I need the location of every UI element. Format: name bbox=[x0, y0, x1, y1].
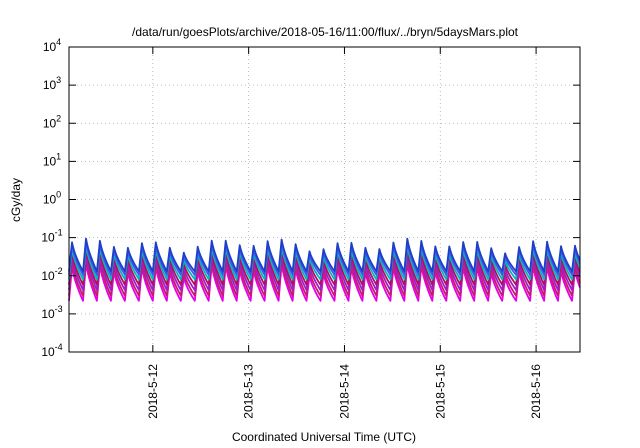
axis-ticks bbox=[69, 46, 580, 353]
y-tick-label: 10-2 bbox=[41, 266, 62, 283]
y-tick-label: 103 bbox=[43, 75, 61, 92]
y-tick-label: 10-1 bbox=[41, 228, 62, 245]
series-line bbox=[68, 237, 581, 273]
y-axis-label: cGy/day bbox=[9, 178, 23, 222]
x-tick-label: 2018-5-15 bbox=[433, 364, 447, 419]
x-tick-label: 2018-5-14 bbox=[337, 364, 351, 419]
y-tick-label: 104 bbox=[43, 37, 61, 54]
y-tick-label: 10-4 bbox=[41, 342, 62, 359]
y-tick-label: 101 bbox=[43, 151, 61, 168]
chart-title: /data/run/goesPlots/archive/2018-05-16/1… bbox=[132, 25, 519, 39]
grid-lines bbox=[69, 47, 580, 352]
y-tick-label: 102 bbox=[43, 113, 61, 130]
series-lines bbox=[68, 237, 581, 302]
y-tick-label: 100 bbox=[43, 190, 61, 207]
x-axis-label: Coordinated Universal Time (UTC) bbox=[232, 430, 416, 444]
x-tick-label: 2018-5-16 bbox=[529, 364, 543, 419]
y-axis-tick-labels: 10-4 10-3 10-2 10-1 100 101 102 103 104 bbox=[41, 37, 62, 359]
x-axis-tick-labels: 2018-5-12 2018-5-13 2018-5-14 2018-5-15 2018… bbox=[146, 364, 543, 419]
y-tick-label: 10-3 bbox=[41, 304, 62, 321]
x-tick-label: 2018-5-12 bbox=[146, 364, 160, 419]
x-tick-label: 2018-5-13 bbox=[242, 364, 256, 419]
